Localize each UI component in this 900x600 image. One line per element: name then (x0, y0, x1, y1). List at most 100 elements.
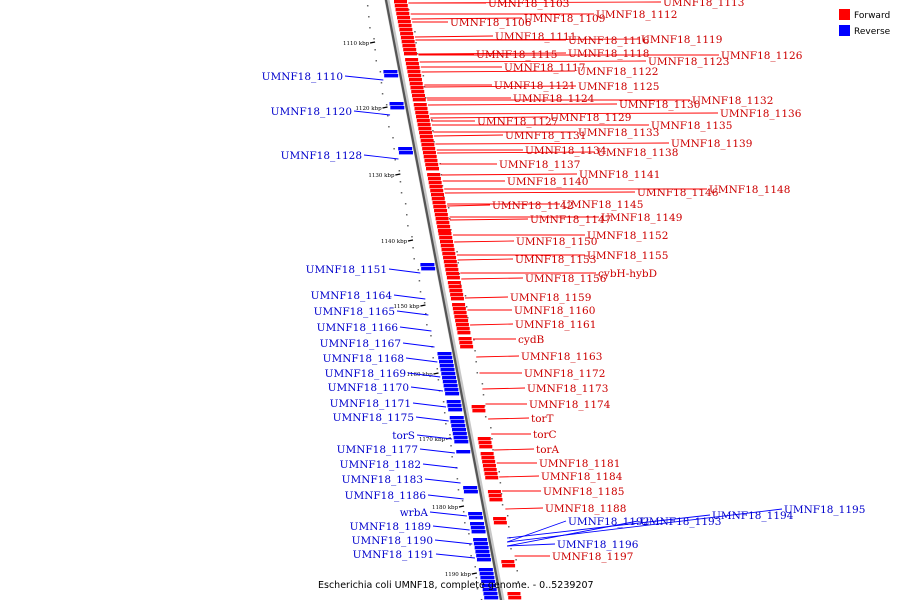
forward-gene-label: UMNF18_1113 (663, 0, 744, 9)
gene-feature-block (412, 98, 426, 102)
gene-feature-block (416, 115, 430, 119)
reverse-leader-line (410, 386, 443, 392)
gene-feature-block (409, 82, 423, 86)
forward-leader-line (418, 52, 567, 55)
gene-feature-block (441, 372, 456, 376)
gene-feature-block (398, 151, 413, 155)
forward-gene-label: UMNF18_1129 (550, 112, 631, 124)
gene-feature-block (400, 32, 414, 36)
tick-mark (369, 41, 376, 44)
gene-feature-block (405, 58, 419, 62)
gene-feature-block (502, 564, 516, 568)
gene-feature-block (425, 163, 439, 167)
gene-feature-block (452, 428, 467, 432)
forward-leader-line (499, 475, 540, 478)
gene-feature-block (471, 530, 486, 534)
gene-feature-block (440, 240, 453, 244)
forward-leader-line (505, 507, 544, 510)
gene-feature-block (444, 264, 458, 268)
gene-feature-block (450, 420, 465, 424)
forward-leader-line (427, 103, 618, 106)
reverse-leader-line (396, 310, 429, 316)
gene-feature-block (440, 244, 454, 248)
gene-feature-block (487, 490, 501, 494)
gene-feature-block (453, 311, 467, 315)
gene-feature-block (396, 12, 410, 16)
forward-leader-line (414, 35, 494, 38)
gene-feature-block (456, 450, 471, 454)
forward-leader-line (421, 70, 576, 73)
reverse-leader-line (402, 342, 435, 348)
forward-gene-label: UMNF18_1117 (504, 62, 585, 74)
gene-feature-block (412, 94, 426, 98)
gene-feature-block (445, 392, 460, 396)
reverse-leader-line (506, 520, 567, 543)
gene-feature-block (471, 405, 485, 409)
forward-gene-label: cydB (518, 334, 545, 346)
forward-leader-line (457, 258, 514, 261)
gene-feature-block (397, 20, 411, 24)
gene-feature-block (402, 44, 416, 48)
gene-feature-block (398, 147, 413, 151)
tick-mark (458, 505, 465, 508)
gene-feature-block (452, 303, 466, 307)
gene-feature-block (482, 460, 496, 464)
reverse-leader-line (507, 508, 783, 543)
reverse-leader-line (407, 372, 441, 378)
forward-gene-label: UMNF18_1153 (515, 254, 596, 266)
tick-label: 1150 kbp (393, 304, 420, 310)
gene-feature-block (443, 260, 457, 264)
forward-leader-line (470, 323, 514, 326)
forward-gene-label: UMNF18_1142 (492, 200, 573, 212)
gene-feature-block (422, 147, 436, 151)
gene-feature-block (408, 74, 422, 78)
forward-leader-line (482, 387, 526, 390)
gene-feature-block (416, 119, 430, 123)
gene-feature-block (394, 0, 407, 4)
gene-feature-block (450, 293, 464, 297)
gene-feature-block (475, 550, 490, 554)
gene-feature-block (481, 456, 495, 460)
reverse-gene-label: wrbA (400, 507, 429, 519)
forward-gene-label: UMNF18_1121 (494, 80, 575, 92)
genome-caption: Escherichia coli UMNF18, complete genome… (318, 580, 594, 591)
tick-mark (433, 372, 439, 375)
reverse-leader-line (422, 463, 458, 469)
tick-mark (471, 572, 477, 575)
gene-feature-block (444, 388, 459, 392)
forward-gene-label: UMNF18_1112 (596, 9, 677, 21)
gene-feature-block (463, 486, 478, 490)
gene-feature-block (448, 408, 463, 412)
gene-feature-block (485, 476, 499, 480)
gene-feature-block (449, 416, 464, 420)
forward-gene-label: UMNF18_1119 (641, 34, 722, 46)
gene-feature-block (426, 167, 440, 171)
tick-label: 1160 kbp (406, 372, 433, 378)
reverse-gene-label: UMNF18_1168 (323, 353, 404, 365)
forward-gene-label: UMNF18_1141 (579, 169, 660, 181)
forward-gene-label: UMNF18_1161 (515, 319, 596, 331)
gene-feature-block (473, 538, 488, 542)
gene-feature-block (398, 24, 412, 28)
gene-feature-block (422, 151, 436, 155)
tick-label: 1130 kbp (368, 173, 395, 179)
forward-gene-label: UMNF18_1109 (524, 13, 605, 25)
gene-feature-block (435, 217, 449, 221)
reverse-leader-line (507, 543, 556, 547)
gene-feature-block (478, 568, 493, 572)
gene-feature-block (439, 360, 453, 364)
reverse-gene-label: UMNF18_1186 (345, 490, 427, 502)
forward-leader-line (454, 240, 515, 243)
reverse-leader-line (393, 294, 426, 300)
gene-feature-block (483, 468, 497, 472)
reverse-leader-line (432, 525, 470, 531)
forward-gene-label: UMNF18_1147 (530, 214, 611, 226)
reverse-gene-label: UMNF18_1177 (337, 444, 418, 456)
reverse-leader-line (353, 110, 391, 116)
gene-feature-block (401, 40, 415, 44)
gene-feature-block (415, 111, 429, 115)
gene-feature-block (421, 267, 436, 271)
forward-gene-label: UMNF18_1181 (539, 458, 620, 470)
gene-feature-block (480, 576, 495, 580)
gene-labels: UMNF18_1103 UMNF18_1113UMNF18_1106UMNF18_… (262, 0, 866, 563)
